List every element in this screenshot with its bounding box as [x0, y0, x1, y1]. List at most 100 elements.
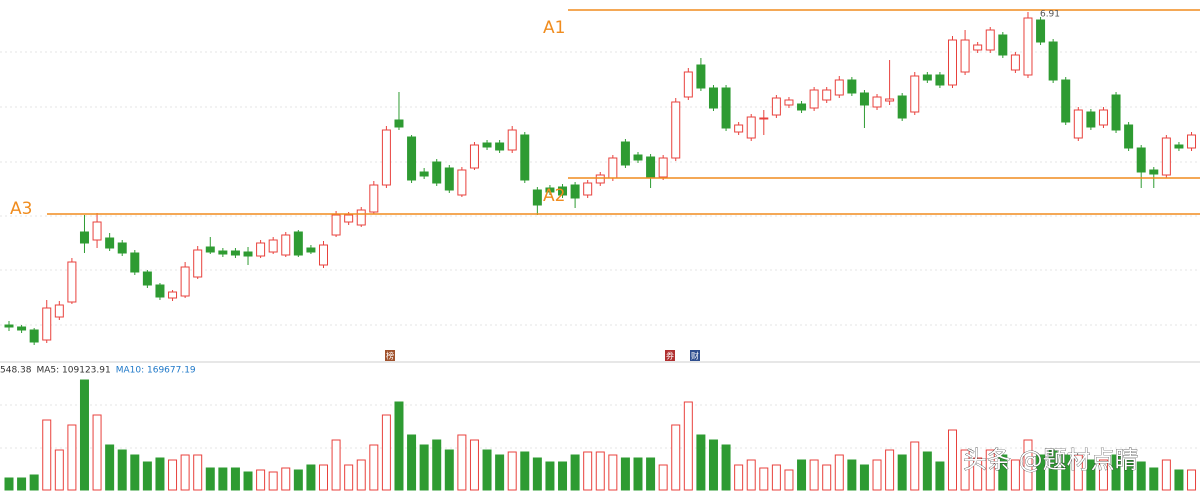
volume-bar: [872, 459, 882, 491]
candle-body: [419, 171, 429, 177]
candle-body: [847, 79, 857, 94]
candle-body: [922, 74, 932, 81]
candle-body: [797, 103, 807, 111]
volume-bar: [130, 454, 140, 491]
volume-legend: MA5: 109123.91: [37, 366, 111, 376]
event-marker: 榜: [386, 351, 394, 361]
candle-body: [1010, 54, 1020, 71]
volume-bar: [910, 441, 920, 491]
event-marker-box: [690, 350, 700, 361]
candle-body: [331, 214, 341, 236]
candle-body: [168, 291, 178, 299]
candle-body: [79, 231, 89, 244]
volume-bar: [746, 459, 756, 491]
volume-bar: [344, 464, 354, 491]
candle-body: [935, 74, 945, 86]
volume-bar: [595, 451, 605, 491]
candle-body: [356, 209, 366, 226]
volume-bar: [1073, 454, 1083, 491]
volume-bar: [54, 449, 64, 491]
volume-bar: [658, 464, 668, 491]
volume-bar: [1124, 459, 1134, 491]
volume-bar: [721, 444, 731, 491]
volume-legend: 548.38: [0, 366, 32, 376]
candle-body: [1124, 124, 1134, 149]
volume-bar: [356, 459, 366, 491]
volume-bar: [117, 449, 127, 491]
candle-body: [771, 97, 781, 116]
level-label: A3: [10, 199, 32, 219]
volume-bar: [17, 477, 27, 491]
volume-bar: [985, 449, 995, 491]
candle-body: [319, 244, 328, 266]
candle-body: [1136, 147, 1146, 173]
volume-bar: [230, 467, 240, 491]
volume-bar: [897, 454, 907, 491]
event-marker-box: [385, 350, 395, 361]
volume-bar: [620, 457, 630, 491]
volume-bar: [1161, 459, 1171, 491]
volume-bar: [759, 467, 769, 491]
candle-body: [105, 237, 115, 249]
candle-body: [696, 64, 706, 89]
volume-bar: [482, 449, 492, 491]
candle-body: [394, 119, 404, 128]
volume-bar: [1048, 449, 1058, 491]
volume-bar: [683, 401, 693, 491]
volume-bar: [885, 449, 895, 491]
volume-bar: [973, 457, 983, 491]
event-marker-box: [665, 350, 675, 361]
candle-body: [985, 29, 995, 51]
volume-bar: [797, 459, 807, 491]
candle-body: [507, 129, 517, 151]
volume-bar: [847, 459, 857, 491]
candle-body: [558, 186, 568, 196]
volume-bar: [495, 454, 505, 491]
candle-body: [545, 187, 555, 193]
candle-body: [444, 167, 454, 191]
event-marker: 财: [691, 351, 699, 361]
volume-bar: [42, 419, 52, 491]
candle-body: [595, 174, 605, 184]
volume-bar: [708, 439, 718, 491]
candle-body: [281, 234, 291, 256]
volume-bar: [256, 469, 266, 491]
candle-body: [998, 34, 1008, 56]
volume-bar: [1187, 469, 1197, 491]
candle-body: [142, 271, 152, 286]
candle-body: [834, 79, 844, 96]
level-label: A1: [543, 18, 565, 38]
candle-body: [1161, 137, 1171, 176]
candle-body: [708, 87, 718, 109]
volume-bar: [193, 454, 203, 491]
volume-bar: [1174, 469, 1184, 491]
volume-bar: [92, 414, 102, 491]
candle-body: [608, 157, 618, 179]
volume-bar: [419, 444, 429, 491]
volume-bar: [671, 424, 681, 491]
volume-bar: [1098, 459, 1108, 491]
watermark: 头条 @题材点睛: [963, 446, 1139, 474]
volume-bar: [218, 467, 228, 491]
candle-body: [268, 239, 278, 253]
volume-bar: [142, 461, 152, 491]
candle-body: [218, 250, 228, 255]
candle-body: [205, 246, 215, 253]
volume-bar: [4, 477, 14, 491]
candle-body: [29, 329, 39, 343]
candle-body: [859, 92, 869, 106]
candle-body: [130, 252, 140, 273]
candle-body: [1023, 17, 1033, 76]
volume-bar: [646, 457, 656, 491]
candle-body: [4, 324, 14, 328]
volume-bar: [319, 464, 328, 491]
volume-bar: [281, 467, 291, 491]
volume-bar: [155, 457, 165, 491]
candle-body: [734, 124, 744, 133]
volume-bar: [1036, 454, 1046, 491]
volume-bar: [822, 464, 832, 491]
volume-bar: [331, 439, 341, 491]
candle-body: [256, 242, 266, 257]
candle-body: [948, 39, 957, 86]
candle-body: [746, 116, 756, 139]
